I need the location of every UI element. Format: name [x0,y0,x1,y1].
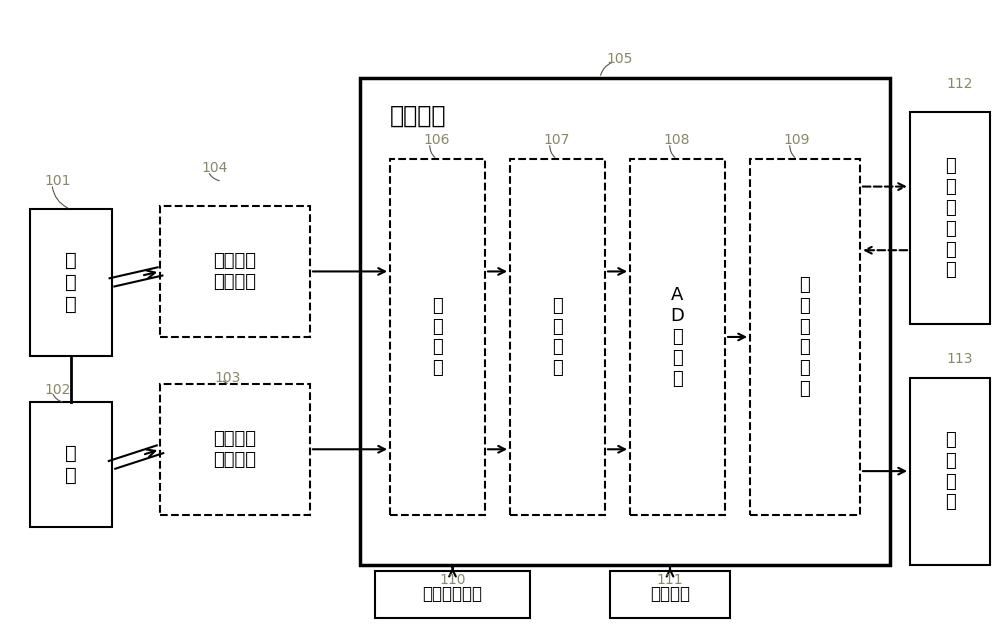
Text: 电源电路: 电源电路 [650,585,690,603]
Bar [160,206,310,337]
Text: 106: 106 [424,134,450,147]
Text: 108: 108 [664,134,690,147]
Text: 按键控制电路: 按键控制电路 [422,585,482,603]
Text: 109: 109 [784,134,810,147]
Text: 110: 110 [440,573,466,587]
Text: 信
号
输
入
输
出: 信 号 输 入 输 出 [945,157,955,280]
Text: 滤
波
模
块: 滤 波 模 块 [552,297,563,377]
Text: 112: 112 [947,77,973,91]
Bar [510,159,605,515]
Text: A
D
转
换
器: A D 转 换 器 [671,286,684,388]
Bar [30,209,112,356]
Text: 显
示
模
块: 显 示 模 块 [945,431,955,511]
Text: 102: 102 [45,383,71,397]
Text: 放
大
模
块: 放 大 模 块 [432,297,443,377]
Bar [360,78,890,565]
Bar [750,159,860,515]
Text: 107: 107 [544,134,570,147]
Text: 心电信号
采集模块: 心电信号 采集模块 [214,252,256,291]
Text: 血
压
计
算
模
块: 血 压 计 算 模 块 [800,276,810,398]
Text: 腕
带: 腕 带 [65,444,77,485]
Text: 113: 113 [947,352,973,366]
Text: 105: 105 [607,52,633,66]
Text: 控制模块: 控制模块 [390,104,446,127]
Bar [375,571,530,618]
Text: 104: 104 [202,162,228,175]
Bar [910,378,990,565]
Bar [30,402,112,527]
Bar [390,159,485,515]
Text: 101: 101 [45,174,71,188]
Text: 脉搏波信
号采集模: 脉搏波信 号采集模 [214,430,256,469]
Bar [630,159,725,515]
Bar [910,112,990,324]
Text: 103: 103 [215,371,241,384]
Bar [610,571,730,618]
Bar [160,384,310,515]
Text: 主
机
壳: 主 机 壳 [65,251,77,314]
Text: 111: 111 [657,573,683,587]
